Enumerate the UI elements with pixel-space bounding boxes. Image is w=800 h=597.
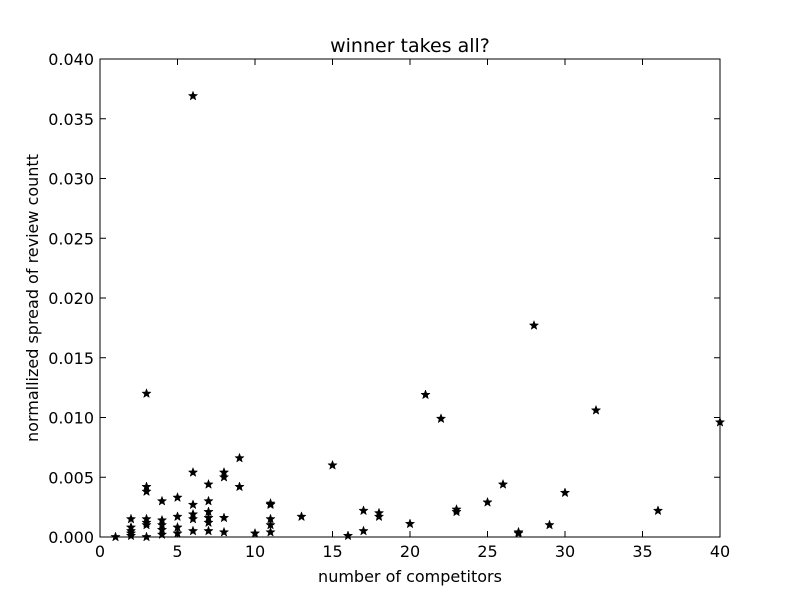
data-point-star	[187, 466, 199, 477]
axis-ticks: 0 5 10 15 20 25 30 35 40 0.000 0.005 0.010 0.015 0.02…	[48, 50, 730, 561]
data-point-star	[435, 413, 447, 424]
x-tick-label: 40	[710, 542, 730, 561]
data-point-star	[187, 499, 199, 510]
y-tick-label: 0.025	[48, 229, 94, 248]
y-axis-label: normallized spread of review countt	[23, 154, 42, 442]
y-tick-label: 0.000	[48, 528, 94, 547]
data-point-star	[141, 519, 152, 530]
data-point-star	[358, 525, 369, 536]
data-point-star	[265, 499, 276, 510]
data-point-star	[187, 525, 199, 536]
x-axis-label: number of competitors	[318, 567, 502, 586]
data-point-star	[141, 388, 152, 399]
data-point-star	[234, 452, 245, 463]
data-point-star	[172, 511, 183, 522]
data-point-star	[141, 486, 152, 497]
x-tick-label: 0	[95, 542, 105, 561]
data-point-star	[559, 487, 571, 498]
data-point-star	[234, 481, 245, 492]
data-point-star	[528, 319, 540, 330]
x-tick-label: 20	[400, 542, 420, 561]
data-point-star	[125, 513, 137, 524]
data-point-star	[265, 526, 276, 537]
y-tick-label: 0.030	[48, 170, 94, 189]
data-point-star	[451, 506, 462, 517]
y-tick-label: 0.040	[48, 50, 94, 69]
x-tick-label: 5	[172, 542, 182, 561]
x-tick-label: 35	[632, 542, 652, 561]
y-tick-label: 0.010	[48, 409, 94, 428]
data-point-star	[156, 495, 168, 506]
plot-area	[99, 58, 721, 538]
data-point-star	[513, 527, 524, 538]
data-point-star	[187, 90, 199, 101]
y-tick-label: 0.015	[48, 349, 94, 368]
x-tick-label: 30	[555, 542, 575, 561]
data-point-star	[203, 495, 214, 506]
data-point-star	[590, 404, 602, 415]
data-point-star	[652, 505, 664, 516]
data-point-star	[249, 527, 261, 538]
data-point-star	[203, 517, 214, 528]
data-point-star	[327, 459, 338, 470]
data-point-star	[218, 512, 230, 523]
chart-title: winner takes all?	[330, 35, 490, 57]
data-point-star	[404, 518, 416, 529]
y-tick-label: 0.035	[48, 110, 94, 129]
data-point-star	[172, 527, 183, 538]
data-point-star	[172, 492, 183, 503]
data-point-star	[497, 478, 509, 489]
data-point-star	[373, 511, 385, 522]
data-points	[110, 90, 726, 542]
data-point-star	[203, 525, 214, 536]
data-point-star	[544, 519, 555, 530]
x-tick-label: 15	[322, 542, 342, 561]
data-point-star	[420, 389, 431, 400]
data-point-star	[218, 471, 230, 482]
x-tick-label: 10	[245, 542, 265, 561]
data-point-star	[358, 505, 369, 516]
data-point-star	[482, 496, 493, 507]
data-point-star	[218, 526, 230, 537]
data-point-star	[203, 478, 214, 489]
x-tick-label: 25	[477, 542, 497, 561]
y-tick-label: 0.020	[48, 289, 94, 308]
data-point-star	[342, 530, 354, 541]
y-tick-label: 0.005	[48, 468, 94, 487]
data-point-star	[187, 513, 199, 524]
data-point-star	[296, 511, 307, 522]
data-point-star	[125, 530, 137, 541]
